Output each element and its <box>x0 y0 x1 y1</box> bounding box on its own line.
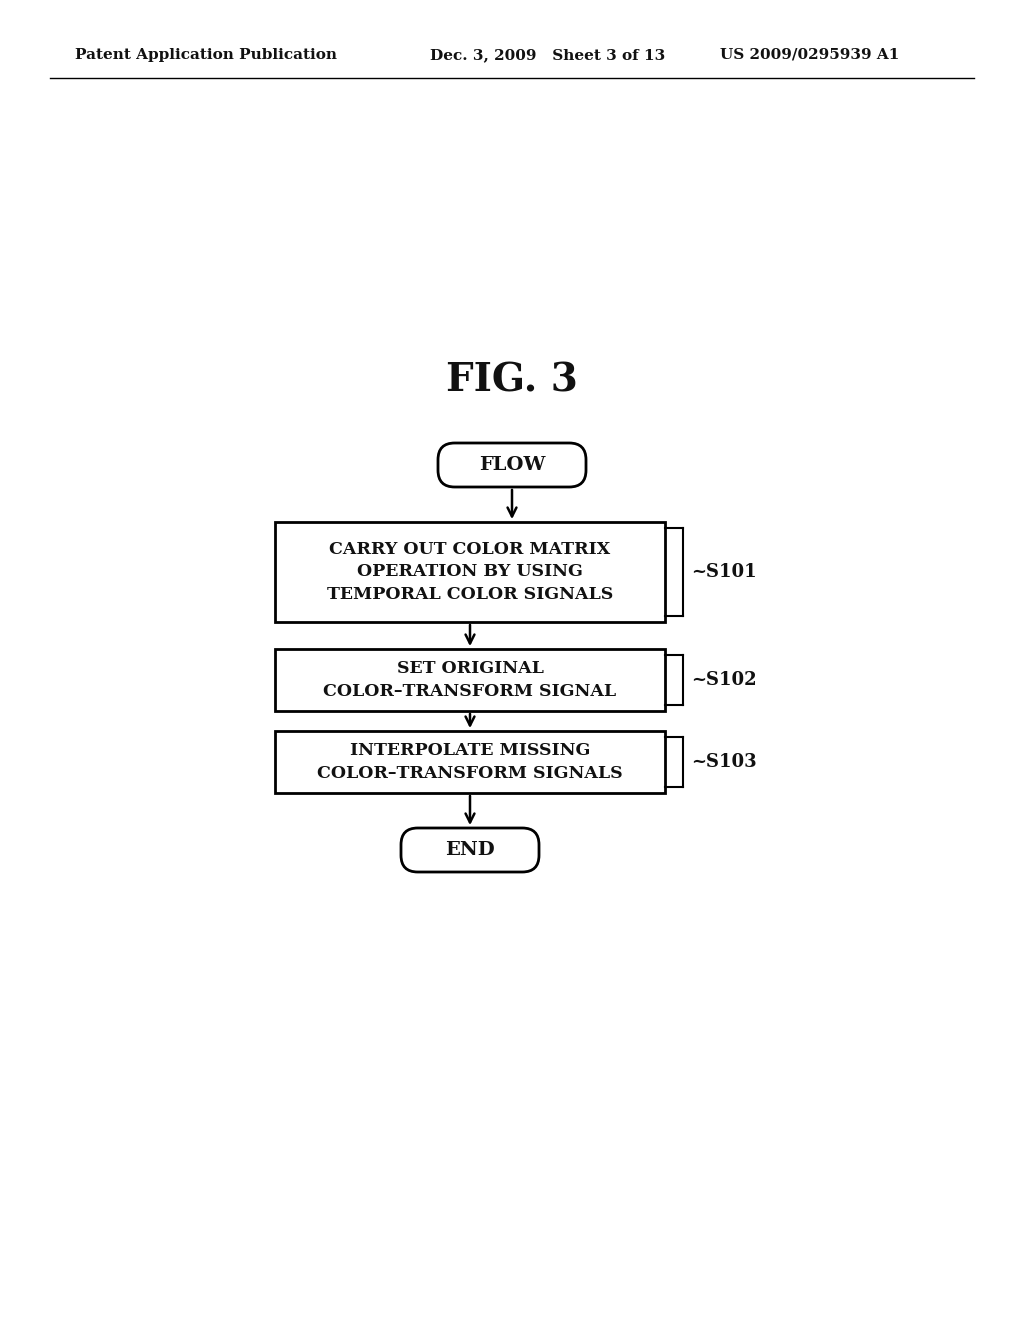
Text: US 2009/0295939 A1: US 2009/0295939 A1 <box>720 48 899 62</box>
Bar <box>275 521 665 622</box>
FancyBboxPatch shape <box>401 828 539 873</box>
Text: SET ORIGINAL
COLOR–TRANSFORM SIGNAL: SET ORIGINAL COLOR–TRANSFORM SIGNAL <box>324 660 616 700</box>
Text: ~S103: ~S103 <box>691 752 757 771</box>
Text: END: END <box>445 841 495 859</box>
Text: ~S101: ~S101 <box>691 564 757 581</box>
Text: FIG. 3: FIG. 3 <box>446 360 578 399</box>
Text: FLOW: FLOW <box>479 455 545 474</box>
Text: ~S102: ~S102 <box>691 671 757 689</box>
Text: INTERPOLATE MISSING
COLOR–TRANSFORM SIGNALS: INTERPOLATE MISSING COLOR–TRANSFORM SIGN… <box>317 742 623 781</box>
Text: Patent Application Publication: Patent Application Publication <box>75 48 337 62</box>
Bar <box>275 649 665 711</box>
Bar <box>275 731 665 793</box>
FancyBboxPatch shape <box>438 444 586 487</box>
Text: Dec. 3, 2009   Sheet 3 of 13: Dec. 3, 2009 Sheet 3 of 13 <box>430 48 666 62</box>
Text: CARRY OUT COLOR MATRIX
OPERATION BY USING
TEMPORAL COLOR SIGNALS: CARRY OUT COLOR MATRIX OPERATION BY USIN… <box>327 541 613 603</box>
